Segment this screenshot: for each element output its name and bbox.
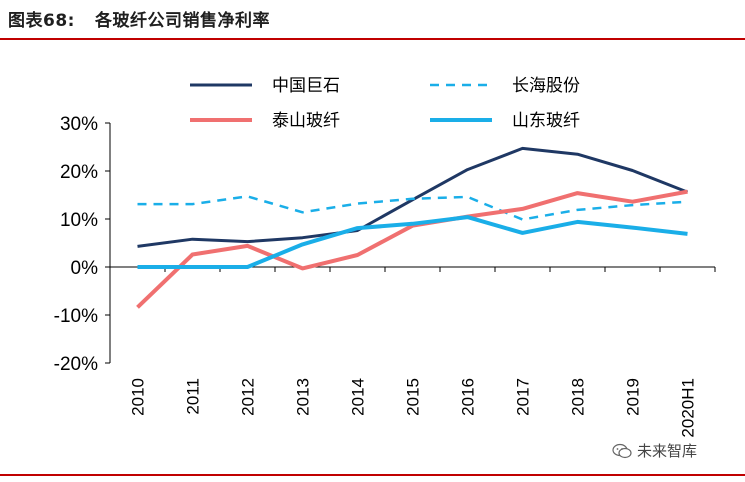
x-tick-label: 2014 [349,378,368,416]
watermark: 未来智库 [612,440,697,461]
watermark-text: 未来智库 [637,442,698,460]
legend-label: 中国巨石 [272,76,340,96]
chart-axes [109,123,715,363]
series-lines [136,146,689,309]
x-axis-ticks: 2010 2011 2012 2013 2014 2015 2016 2017 2018 2019… [109,267,716,438]
x-tick-label: 2015 [404,378,423,416]
x-tick-label: 2013 [294,378,313,416]
bottom-divider [0,474,745,476]
x-tick-label: 2016 [459,378,478,416]
x-tick-label: 2018 [569,378,588,416]
figure-title: 图表68: 各玻纤公司销售净利率 [8,6,270,31]
x-tick-label: 2010 [129,378,148,416]
series-line-2 [137,195,688,221]
top-divider [0,38,745,40]
y-axis-ticks: 30% 20% 10% 0% -10% -20% [54,114,110,375]
x-tick-label: 2012 [239,378,258,416]
x-tick-label: 2011 [184,378,203,415]
x-tick-label: 2017 [514,378,533,416]
x-tick-label: 2019 [624,378,643,416]
y-tick-label: -10% [54,306,98,327]
y-tick-label: 0% [71,258,99,279]
legend-label: 长海股份 [512,76,580,96]
series-line-3 [136,189,688,309]
legend-label: 山东玻纤 [512,111,580,131]
y-tick-label: 10% [60,210,98,231]
series-line-4 [137,215,688,269]
legend-label: 泰山玻纤 [272,111,340,131]
figure-label: 图表68: [8,11,75,31]
y-tick-label: 30% [60,114,98,135]
wechat-icon [612,443,632,458]
chart-title: 各玻纤公司销售净利率 [94,11,270,31]
x-tick-label: 2020H1 [679,378,698,438]
y-tick-label: -20% [54,354,98,375]
y-tick-label: 20% [60,162,98,183]
